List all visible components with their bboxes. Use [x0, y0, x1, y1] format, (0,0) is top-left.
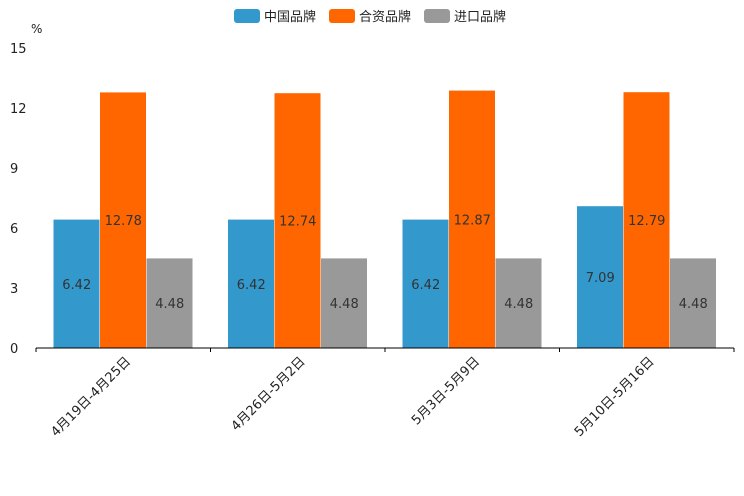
bars: 6.42 12.78 4.48 6.42 12.74 4.48 6.42 12.87 4.48 7…	[53, 90, 716, 349]
x-tick-label: 4月26日-5月2日	[229, 354, 309, 434]
bar	[146, 258, 193, 348]
bar-value-label: 4.48	[679, 297, 708, 312]
bar	[274, 93, 321, 348]
bar	[321, 258, 367, 348]
y-tick-label: 9	[10, 162, 18, 177]
legend-label: 合资品牌	[359, 9, 411, 25]
bar-value-label: 12.87	[454, 213, 491, 228]
y-tick-label: 6	[10, 222, 18, 237]
bar	[577, 206, 623, 348]
bar-value-label: 6.42	[237, 278, 266, 293]
bar-value-label: 12.78	[105, 214, 142, 229]
bar-value-label: 4.48	[330, 297, 359, 312]
y-tick-label: 3	[10, 282, 18, 297]
bar	[228, 219, 274, 348]
bar	[402, 219, 449, 348]
bar	[495, 258, 542, 348]
legend: 中国品牌 合资品牌 进口品牌	[234, 9, 506, 25]
bar-value-label: 7.09	[586, 271, 615, 286]
legend-label: 中国品牌	[264, 9, 316, 25]
y-axis-unit-label: %	[31, 22, 42, 36]
x-tick-label: 5月10日-5月16日	[572, 354, 658, 440]
bar	[53, 219, 100, 348]
x-axis: 4月19日-4月25日 4月26日-5月2日 5月3日-5月9日 5月10日-5月16…	[35, 347, 735, 440]
x-tick-label: 4月19日-4月25日	[48, 354, 134, 440]
legend-label: 进口品牌	[454, 9, 506, 25]
x-tick-label: 5月3日-5月9日	[409, 354, 483, 428]
bar-value-label: 12.79	[628, 214, 665, 229]
y-tick-label: 0	[10, 342, 18, 357]
bar-value-label: 6.42	[411, 278, 440, 293]
bar	[623, 92, 670, 348]
legend-swatch	[329, 9, 355, 23]
bar	[670, 258, 716, 348]
legend-swatch	[424, 9, 450, 23]
y-tick-label: 12	[10, 102, 27, 117]
y-tick-label: 15	[10, 42, 27, 57]
y-axis: 0 3 6 9 12 15	[10, 42, 27, 357]
bar-value-label: 4.48	[155, 297, 184, 312]
bar-value-label: 4.48	[504, 297, 533, 312]
bar	[449, 90, 495, 348]
bar	[100, 92, 146, 349]
bar-value-label: 6.42	[62, 278, 91, 293]
legend-swatch	[234, 9, 260, 23]
bar-value-label: 12.74	[279, 215, 316, 230]
